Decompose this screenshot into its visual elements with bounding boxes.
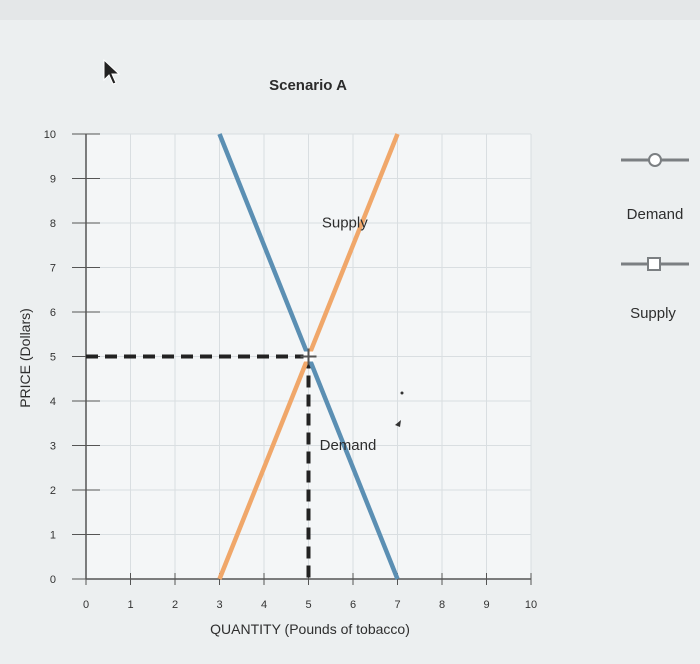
- y-tick-label: 10: [44, 129, 56, 141]
- x-tick-label: 0: [83, 599, 89, 611]
- y-tick-label: 4: [50, 396, 56, 408]
- curve-label-supply: Supply: [322, 214, 368, 231]
- x-tick-labels: 0 1 2 3 4 5 6 7 8 9 10: [83, 599, 537, 611]
- stray-dot: [400, 391, 404, 395]
- legend: Demand Supply: [621, 153, 689, 322]
- cursor-icon: [103, 58, 121, 85]
- legend-item-supply[interactable]: Supply: [621, 257, 689, 322]
- y-axis-label: PRICE (Dollars): [17, 308, 33, 408]
- y-tick-label: 2: [50, 485, 56, 497]
- y-tick-label: 1: [50, 530, 56, 542]
- top-strip: [0, 0, 700, 20]
- series-lines[interactable]: [217, 133, 400, 580]
- y-tick-label: 7: [50, 263, 56, 275]
- x-tick-label: 2: [172, 599, 178, 611]
- chart-title: Scenario A: [269, 77, 347, 94]
- y-tick-label: 5: [50, 352, 56, 364]
- legend-item-demand[interactable]: Demand: [621, 153, 689, 223]
- x-tick-label: 10: [525, 599, 537, 611]
- y-tick-label: 0: [50, 574, 56, 586]
- square-marker-icon: [647, 257, 661, 271]
- x-tick-label: 1: [127, 599, 133, 611]
- x-tick-label: 3: [216, 599, 222, 611]
- y-tick-labels: 0 1 2 3 4 5 6 7 8 9 10: [44, 129, 56, 586]
- stray-arrow-icon: [395, 420, 401, 427]
- legend-label-supply: Supply: [630, 305, 676, 322]
- x-tick-label: 6: [350, 599, 356, 611]
- x-tick-label: 7: [394, 599, 400, 611]
- circle-marker-icon: [648, 153, 662, 167]
- x-tick-label: 9: [483, 599, 489, 611]
- x-axis-label: QUANTITY (Pounds of tobacco): [210, 621, 410, 637]
- y-tick-label: 6: [50, 307, 56, 319]
- y-tick-label: 8: [50, 218, 56, 230]
- x-tick-label: 5: [305, 599, 311, 611]
- y-tick-label: 9: [50, 174, 56, 186]
- legend-label-demand: Demand: [627, 206, 684, 223]
- x-tick-label: 8: [439, 599, 445, 611]
- curve-labels: Supply Demand: [320, 214, 377, 454]
- y-tick-label: 3: [50, 441, 56, 453]
- x-tick-label: 4: [261, 599, 267, 611]
- curve-label-demand: Demand: [320, 437, 377, 454]
